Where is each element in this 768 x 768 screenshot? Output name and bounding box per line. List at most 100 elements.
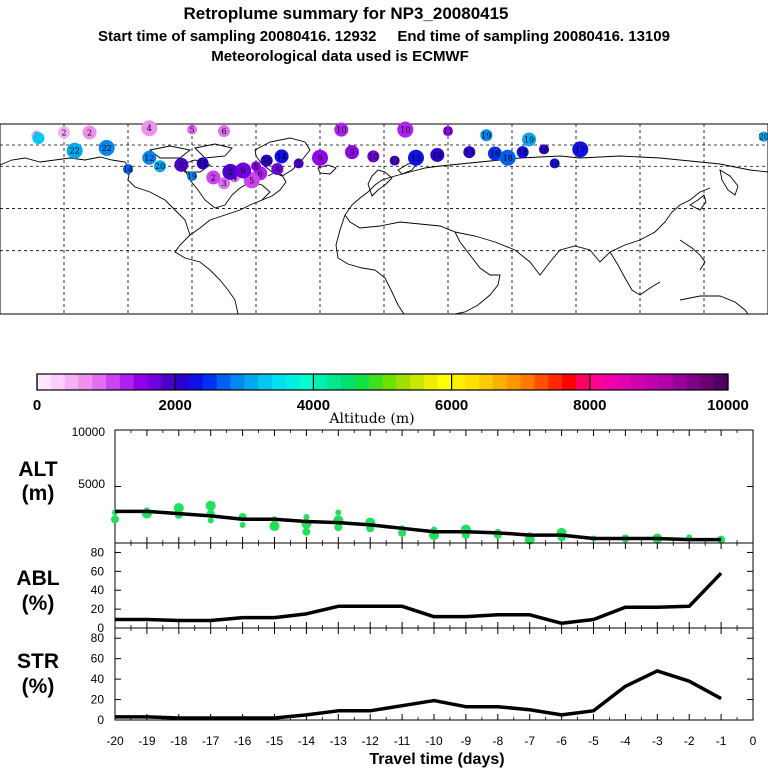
abl-panel-unit: (%) [22, 592, 55, 615]
colorbar-cell [410, 374, 425, 390]
plume-marker-label: 16 [262, 157, 272, 166]
x-tick-label: -16 [234, 734, 252, 748]
colorbar-cell [534, 374, 549, 390]
met-data-line: Meteorological data used is ECMWF [211, 48, 469, 65]
plume-marker [463, 146, 476, 159]
colorbar-cell [354, 374, 370, 390]
x-tick-label: -10 [425, 734, 443, 748]
colorbar-cell [202, 374, 218, 390]
colorbar-cell [50, 374, 66, 390]
plume-marker-label: 10 [400, 126, 410, 135]
colorbar-tick-label: 10000 [707, 397, 749, 414]
plume-marker [549, 158, 560, 169]
plume-marker-label: 12 [144, 154, 154, 163]
colorbar-cell [658, 374, 674, 390]
colorbar-cell [313, 374, 328, 390]
x-tick-label: -5 [588, 734, 599, 748]
plume-marker [196, 157, 209, 170]
plume-marker-label: 20 [759, 133, 768, 142]
x-axis-label: Travel time (days) [369, 751, 504, 768]
plume-marker [443, 126, 453, 137]
plume-marker-label: 2 [87, 128, 92, 137]
colorbar-cell [161, 374, 176, 390]
plume-marker-label: 14 [123, 165, 133, 174]
y-tick-label: 20 [91, 693, 105, 707]
y-tick-label: 0 [97, 621, 104, 635]
plume-marker-label: 2 [211, 173, 216, 182]
plume-marker [123, 164, 133, 175]
plume-marker [32, 132, 45, 145]
altitude-point [173, 502, 184, 513]
colorbar-cell [396, 374, 411, 390]
x-tick-label: -12 [362, 734, 380, 748]
map-frame [0, 123, 768, 315]
plume-marker [235, 162, 252, 179]
plume-marker-label: 14 [432, 151, 442, 160]
altitude-point [205, 500, 216, 511]
colorbar-cell [520, 374, 536, 390]
plume-marker-label: 20 [155, 162, 165, 171]
plume-marker-label: 9 [349, 148, 354, 157]
colorbar-cell [589, 374, 605, 390]
plume-marker-label: 10 [368, 152, 378, 161]
colorbar-cell [189, 374, 204, 390]
altitude-point [207, 517, 214, 524]
plume-marker [260, 154, 273, 167]
y-tick-label: 40 [91, 583, 105, 597]
x-tick-label: -4 [620, 734, 631, 748]
panel-frame [114, 627, 754, 721]
plume-marker-label: 18 [503, 154, 513, 163]
colorbar-cell [92, 374, 107, 390]
plume-marker-label: 19 [524, 135, 534, 144]
plume-marker-label: 18 [518, 148, 528, 157]
colorbar-cell [714, 374, 729, 390]
x-tick-label: -2 [684, 734, 695, 748]
colorbar-cell [244, 374, 259, 390]
colorbar-cell [437, 374, 453, 390]
colorbar-cell [368, 374, 383, 390]
plume-marker [218, 177, 230, 190]
x-tick-label: -20 [106, 734, 124, 748]
colorbar-cell [575, 374, 591, 390]
plume-markers: 1224561010111919171618161818131415121099… [31, 120, 768, 190]
plume-marker-label: 6 [258, 169, 263, 178]
colorbar-cell [548, 374, 563, 390]
x-tick-label: -1 [716, 734, 727, 748]
plume-marker [487, 146, 502, 161]
colorbar-cell [216, 374, 231, 390]
x-tick-label: -19 [138, 734, 156, 748]
colorbar-cell [672, 374, 688, 390]
colorbar-tick-label: 8000 [573, 397, 606, 414]
map-panel: 1224561010111919171618161818131415121099… [0, 120, 768, 315]
plume-marker-label: 12 [390, 157, 400, 166]
y-tick-label: 80 [91, 545, 105, 559]
colorbar-cell [562, 374, 577, 390]
plume-marker [142, 150, 157, 165]
panel-abl: 80 60 40 20 0 [91, 542, 754, 635]
y-tick-label: 60 [91, 564, 105, 578]
plume-marker-label: 16 [539, 145, 549, 154]
plume-marker-label: 8 [253, 162, 258, 171]
plume-marker-label: 16 [490, 150, 500, 159]
alt-ytick-5000: 5000 [78, 477, 105, 491]
plume-marker [174, 157, 189, 172]
plume-marker [499, 149, 516, 166]
plume-marker-label: 6 [221, 127, 226, 136]
x-tick-label: -13 [330, 734, 348, 748]
plume-marker [516, 146, 529, 159]
plume-marker-label: 10 [336, 126, 346, 135]
plume-marker [66, 142, 83, 159]
plume-marker [271, 163, 284, 176]
colorbar-cell [423, 374, 439, 390]
plume-marker-label: 3 [221, 179, 226, 188]
colorbar-cell [700, 374, 715, 390]
plume-marker-label: 5 [249, 176, 254, 185]
altitude-point [111, 515, 119, 524]
altitude-point [334, 523, 343, 532]
plume-marker-label: 22 [70, 147, 80, 156]
plume-marker [274, 149, 289, 164]
plume-marker-label: 11 [198, 159, 208, 168]
colorbar-tick-label: 6000 [435, 397, 468, 414]
colorbar-cell [506, 374, 522, 390]
plume-marker [430, 147, 445, 162]
